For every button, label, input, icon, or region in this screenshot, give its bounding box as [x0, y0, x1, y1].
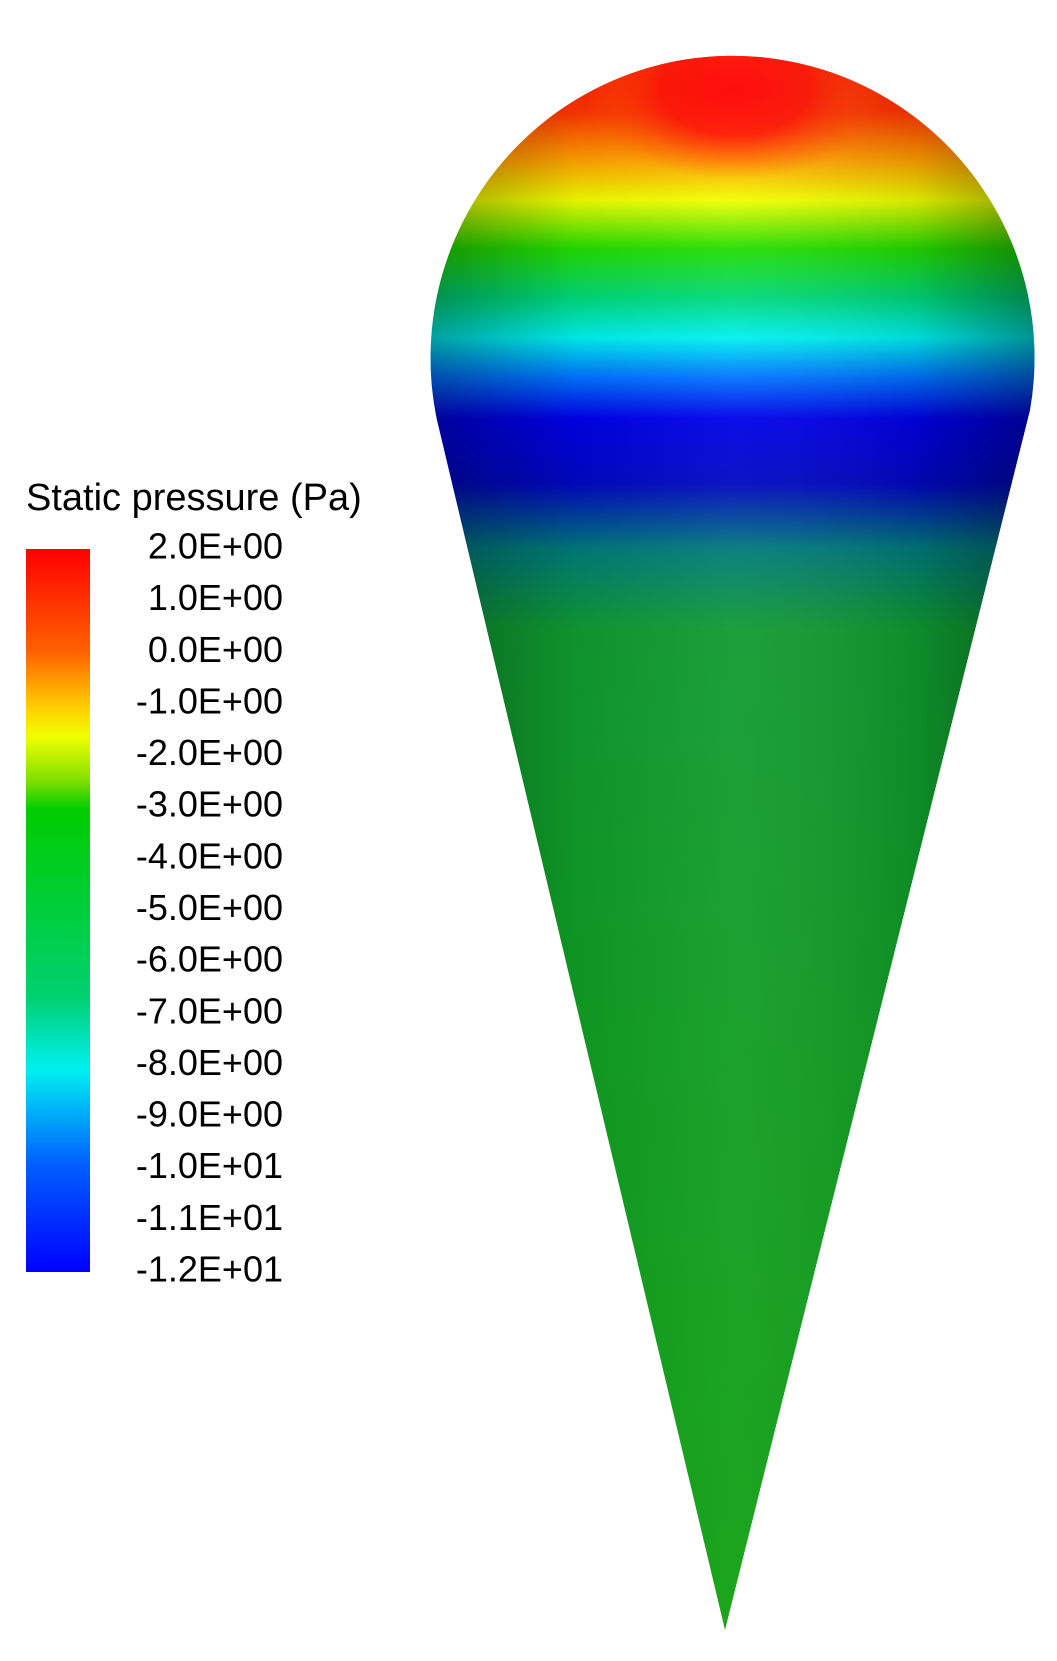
legend-label: -1.0E+01: [136, 1145, 283, 1186]
legend-label: -1.1E+01: [136, 1197, 283, 1238]
legend-label: -6.0E+00: [136, 939, 283, 980]
body-surface: [430, 55, 1035, 1630]
legend-labels: 2.0E+00 1.0E+00 0.0E+00 -1.0E+00 -2.0E+00 -3.…: [136, 526, 283, 1290]
legend-label: 0.0E+00: [148, 629, 283, 670]
legend-label: -4.0E+00: [136, 835, 283, 876]
legend-label: -5.0E+00: [136, 887, 283, 928]
legend-label: 2.0E+00: [148, 526, 283, 567]
colorbar: [26, 549, 90, 1272]
legend-label: 1.0E+00: [148, 577, 283, 618]
legend-label: -7.0E+00: [136, 990, 283, 1031]
legend-label: -1.2E+01: [136, 1249, 283, 1290]
legend-label: -1.0E+00: [136, 680, 283, 721]
legend-label: -3.0E+00: [136, 784, 283, 825]
legend-label: -9.0E+00: [136, 1094, 283, 1135]
legend-title: Static pressure (Pa): [26, 477, 362, 519]
legend-label: -8.0E+00: [136, 1042, 283, 1083]
legend-label: -2.0E+00: [136, 732, 283, 773]
